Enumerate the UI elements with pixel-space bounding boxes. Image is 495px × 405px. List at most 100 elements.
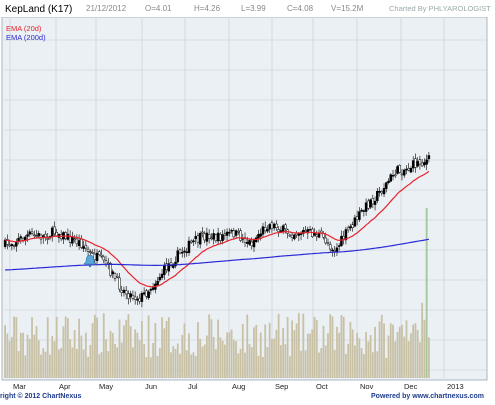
- candle-body: [201, 231, 204, 234]
- candle-body: [423, 162, 426, 166]
- candle-body: [371, 198, 375, 205]
- candle-body: [331, 249, 334, 252]
- candle-body: [407, 168, 410, 171]
- low-value: L=3.99: [241, 4, 266, 13]
- volume-bar: [67, 318, 69, 378]
- candle-body: [158, 276, 162, 281]
- candle-body: [353, 217, 357, 227]
- candle-body: [221, 234, 224, 241]
- candle-body: [124, 290, 128, 295]
- x-axis-labels: Mar Apr May Jun Jul Aug Sep Oct Nov Dec …: [13, 382, 464, 391]
- volume-bar: [105, 339, 107, 378]
- candle-body: [180, 251, 184, 254]
- candle-body: [149, 288, 153, 291]
- x-tick-label: May: [99, 382, 113, 391]
- volume-bar: [19, 332, 22, 378]
- volume-bar: [210, 319, 213, 378]
- volume-bar: [17, 351, 20, 378]
- candle-body: [297, 233, 301, 236]
- volume-bar: [152, 343, 154, 378]
- candle-body: [414, 158, 417, 168]
- volume-bar: [277, 313, 280, 378]
- candle-body: [26, 234, 29, 237]
- candle-body: [167, 263, 171, 272]
- candle-body: [223, 233, 227, 236]
- volume-bar: [55, 316, 58, 378]
- candle-body: [239, 230, 242, 241]
- candle-body: [400, 173, 404, 176]
- volume-bar: [401, 324, 403, 378]
- volume-bar: [228, 332, 231, 378]
- volume-bar: [13, 316, 15, 378]
- volume-bar: [374, 326, 376, 378]
- volume-bar: [87, 356, 89, 378]
- volume-bar: [403, 336, 406, 378]
- candle-body: [275, 223, 278, 228]
- volume-bar: [255, 324, 258, 378]
- volume-bar: [253, 327, 255, 378]
- volume-bar: [156, 355, 159, 378]
- candle-body: [237, 230, 240, 233]
- volume-bar: [416, 329, 419, 378]
- volume-bar: [22, 332, 24, 378]
- volume-bar: [118, 319, 121, 378]
- volume-bar: [421, 302, 424, 378]
- volume-bar: [324, 345, 327, 378]
- candle-body: [391, 175, 395, 177]
- candle-body: [91, 252, 94, 254]
- volume-bar: [4, 325, 7, 378]
- candle-body: [234, 230, 238, 236]
- volume-bar: [127, 314, 130, 378]
- volume-bar: [158, 347, 161, 378]
- candle-body: [284, 224, 287, 229]
- volume-bar: [331, 316, 334, 378]
- candle-body: [349, 226, 352, 229]
- candle-body: [37, 233, 41, 237]
- volume-bar: [412, 324, 415, 378]
- volume-bar: [62, 326, 65, 378]
- volume-bar: [327, 333, 329, 378]
- volume-bar: [378, 321, 381, 378]
- volume-bar: [369, 335, 372, 378]
- candle-body: [308, 229, 312, 231]
- volume-bar: [82, 349, 85, 378]
- volume-bar: [271, 338, 273, 378]
- candle-body: [344, 229, 348, 241]
- candle-body: [115, 276, 119, 278]
- candle-body: [10, 244, 14, 247]
- volume-bar: [176, 343, 179, 378]
- candle-body: [46, 238, 49, 240]
- candle-body: [80, 239, 83, 248]
- candle-body: [127, 293, 130, 299]
- candle-body: [163, 264, 166, 276]
- volume-bar: [311, 329, 314, 378]
- candle-body: [133, 296, 137, 300]
- plot-area: [1, 16, 488, 381]
- candle-body: [355, 216, 359, 221]
- volume-bar: [78, 318, 81, 378]
- candle-body: [263, 227, 267, 232]
- candle-body: [230, 229, 233, 232]
- volume-bar: [264, 324, 267, 378]
- candle-body: [326, 242, 330, 244]
- volume-bar: [371, 352, 374, 378]
- volume-bar: [248, 344, 251, 378]
- volume-bar: [120, 342, 123, 378]
- candle-body: [427, 155, 431, 160]
- candle-body: [205, 232, 209, 242]
- ema-20-line: [4, 170, 430, 288]
- volume-bar: [262, 356, 264, 378]
- volume-bar: [266, 347, 269, 378]
- volume-bar: [206, 335, 208, 378]
- candle-body: [35, 235, 38, 237]
- candle-body: [340, 235, 343, 246]
- candle-body: [373, 200, 377, 205]
- x-tick-label: Aug: [232, 382, 245, 391]
- candle-body: [409, 167, 413, 173]
- candle-body: [15, 242, 18, 247]
- volume-bar: [15, 317, 18, 378]
- candle-body: [165, 263, 168, 270]
- volume-bar: [396, 332, 399, 378]
